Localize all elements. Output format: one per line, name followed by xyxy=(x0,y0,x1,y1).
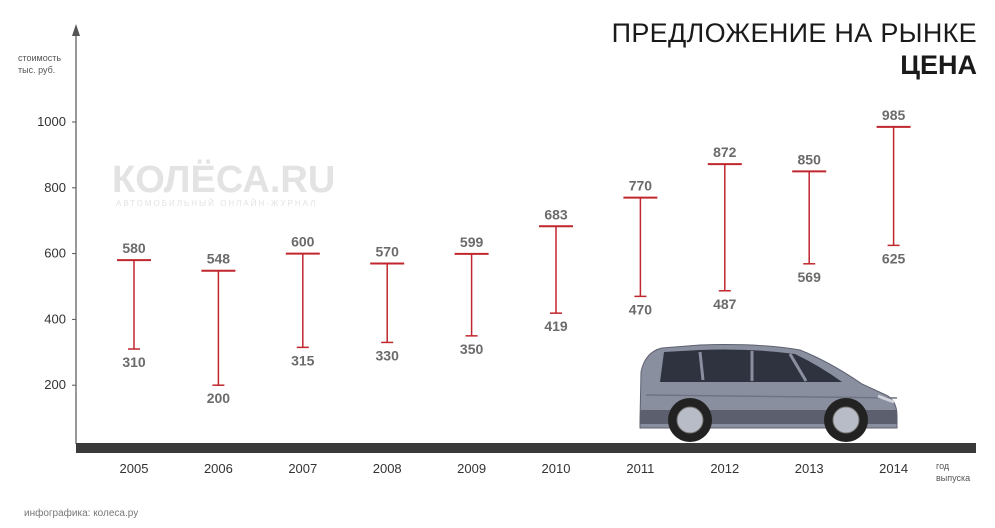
x-tick-label: 2005 xyxy=(120,461,149,476)
x-axis-label: год выпуска xyxy=(936,460,992,484)
min-value-label: 310 xyxy=(122,354,146,370)
y-axis-label: стоимость тыс. руб. xyxy=(18,52,78,76)
min-value-label: 487 xyxy=(713,296,737,312)
range-bar-2012: 872 487 xyxy=(707,144,742,312)
chart-subtitle: ЦЕНА xyxy=(900,50,977,80)
x-tick-label: 2009 xyxy=(457,461,486,476)
range-bar-2013: 850 569 xyxy=(792,151,827,285)
x-axis-label-line2: выпуска xyxy=(936,473,971,483)
max-value-label: 570 xyxy=(376,243,400,259)
max-value-label: 770 xyxy=(629,178,653,194)
max-value-label: 580 xyxy=(122,240,146,256)
range-bar-2010: 683 419 xyxy=(539,206,573,334)
y-axis-arrow-icon xyxy=(72,24,80,36)
x-tick-label: 2006 xyxy=(204,461,233,476)
y-axis-label-line1: стоимость xyxy=(18,53,62,63)
y-tick-label: 200 xyxy=(44,377,66,392)
min-value-label: 569 xyxy=(798,269,822,285)
range-bar-2007: 600 315 xyxy=(285,234,320,368)
x-tick-label: 2010 xyxy=(542,461,571,476)
x-tick-label: 2011 xyxy=(626,461,654,476)
max-value-label: 683 xyxy=(544,206,568,222)
x-tick-label: 2013 xyxy=(795,461,824,476)
x-tick-label: 2008 xyxy=(373,461,402,476)
x-axis-label-line1: год xyxy=(936,461,950,471)
y-ticks: 200 400 600 800 1000 xyxy=(37,114,76,392)
y-tick-label: 800 xyxy=(44,180,66,195)
min-value-label: 350 xyxy=(460,341,484,357)
y-tick-label: 1000 xyxy=(37,114,66,129)
x-tick-label: 2007 xyxy=(288,461,317,476)
min-value-label: 330 xyxy=(376,347,400,363)
min-value-label: 419 xyxy=(544,318,568,334)
max-value-label: 872 xyxy=(713,144,737,160)
chart-title: ПРЕДЛОЖЕНИЕ НА РЫНКЕ xyxy=(611,18,977,48)
watermark-logo: КОЛЁСА.RU xyxy=(112,158,335,201)
max-value-label: 548 xyxy=(207,251,231,267)
range-bar-2009: 599 350 xyxy=(454,234,489,357)
min-value-label: 625 xyxy=(882,250,906,266)
max-value-label: 599 xyxy=(460,234,484,250)
y-tick-label: 400 xyxy=(44,311,66,326)
car-illustration xyxy=(639,344,898,442)
x-tick-label: 2012 xyxy=(710,461,739,476)
y-axis-label-line2: тыс. руб. xyxy=(18,65,56,75)
min-value-label: 200 xyxy=(207,390,231,406)
min-value-label: 470 xyxy=(629,301,653,317)
watermark-tagline: АВТОМОБИЛЬНЫЙ ОНЛАЙН-ЖУРНАЛ xyxy=(116,199,317,208)
range-bar-2008: 570 330 xyxy=(370,243,405,363)
y-tick-label: 600 xyxy=(44,246,66,261)
max-value-label: 985 xyxy=(882,107,906,123)
max-value-label: 600 xyxy=(291,234,315,250)
min-value-label: 315 xyxy=(291,352,315,368)
range-bar-2005: 580 310 xyxy=(117,240,151,370)
price-ranges: 580 310 548 200 600 315 570 330 599 350 683 419 770 4… xyxy=(117,107,911,406)
range-bar-2014: 985 625 xyxy=(876,107,911,266)
range-bar-2006: 548 200 xyxy=(201,251,236,406)
source-note: инфографика: колеса.ру xyxy=(24,508,139,519)
ground-bar xyxy=(76,443,976,453)
max-value-label: 850 xyxy=(798,151,822,167)
x-tick-labels: 2005 2006 2007 2008 2009 2010 2011 2012 2013 2014 xyxy=(120,461,909,476)
x-tick-label: 2014 xyxy=(879,461,908,476)
watermark: КОЛЁСА.RU АВТОМОБИЛЬНЫЙ ОНЛАЙН-ЖУРНАЛ xyxy=(112,158,335,208)
range-bar-2011: 770 470 xyxy=(623,178,658,317)
